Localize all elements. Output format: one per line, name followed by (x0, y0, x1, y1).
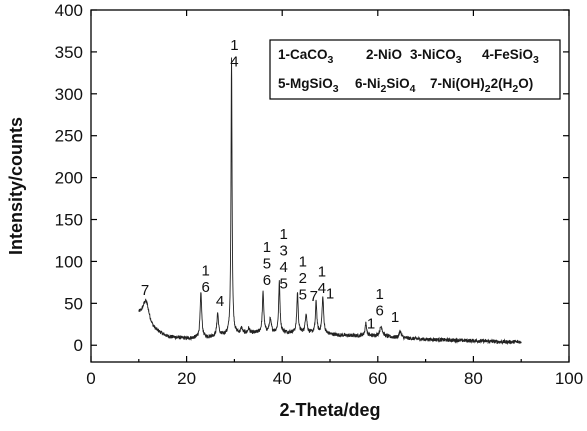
peak-label: 1 (326, 285, 334, 302)
peak-label: 1 (279, 226, 287, 243)
peak-label: 1 (367, 315, 375, 332)
x-tick-label: 40 (273, 369, 292, 388)
peak-annotation: 7 (141, 282, 149, 299)
x-tick-label: 0 (86, 369, 95, 388)
peak-label: 1 (202, 263, 210, 280)
y-axis-title: Intensity/counts (6, 117, 26, 255)
legend-entry: 2-NiO (366, 47, 402, 62)
peak-label: 4 (318, 280, 326, 297)
peak-label: 7 (141, 282, 149, 299)
peak-label: 4 (216, 293, 224, 310)
legend-entry: 6-Ni2SiO4 (355, 76, 416, 95)
y-tick-label: 300 (55, 85, 83, 104)
x-tick-label: 100 (555, 369, 583, 388)
peak-label: 3 (279, 242, 287, 259)
y-tick-label: 400 (55, 1, 83, 20)
legend-entry: 7-Ni(OH)22(H2O) (430, 76, 533, 95)
peak-label: 1 (391, 309, 399, 326)
diffraction-pattern (138, 57, 522, 346)
peak-label: 7 (310, 288, 318, 305)
peak-label: 4 (279, 259, 287, 276)
peak-annotation: 4 (216, 293, 224, 310)
peak-annotation: 1 (326, 285, 334, 302)
peak-annotation: 1 (391, 309, 399, 326)
y-tick-label: 50 (64, 294, 83, 313)
peak-label: 1 (263, 239, 271, 256)
y-tick-label: 250 (55, 127, 83, 146)
peak-label: 1 (230, 37, 238, 54)
peak-label: 2 (299, 270, 307, 287)
peak-label: 1 (376, 286, 384, 303)
y-tick-label: 350 (55, 43, 83, 62)
peak-label: 1 (318, 264, 326, 281)
peak-label: 5 (263, 256, 271, 273)
peak-annotation: 14 (230, 37, 238, 70)
peak-annotation: 156 (263, 239, 271, 289)
peak-label: 4 (230, 54, 238, 71)
peak-annotation: 16 (202, 263, 210, 297)
x-axis-title: 2-Theta/deg (279, 400, 380, 420)
phase-legend: 1-CaCO3 2-NiO 3-NiCO3 4-FeSiO3 5-MgSiO3 6-Ni2… (269, 39, 561, 100)
peak-annotation: 16 (376, 286, 384, 320)
peak-annotation: 1 (367, 315, 375, 332)
peak-label: 6 (376, 303, 384, 320)
x-tick-label: 60 (368, 369, 387, 388)
y-tick-label: 200 (55, 169, 83, 188)
peak-annotation: 125 (299, 253, 307, 303)
legend-entry: 4-FeSiO3 (482, 47, 539, 66)
x-tick-label: 20 (177, 369, 196, 388)
y-tick-label: 0 (74, 336, 83, 355)
plot-axes: 0 20 40 60 80 100 0 50 100 150 200 250 300 350 400 (55, 1, 584, 388)
peak-label: 5 (299, 286, 307, 303)
peak-annotation: 7 (310, 288, 318, 305)
legend-entry: 1-CaCO3 (278, 47, 334, 66)
legend-entry: 3-NiCO3 (410, 47, 462, 66)
y-tick-label: 100 (55, 252, 83, 271)
peak-annotation: 14 (318, 264, 326, 298)
peak-label: 6 (263, 272, 271, 289)
y-tick-label: 150 (55, 211, 83, 230)
legend-box (269, 39, 561, 100)
peak-label: 6 (202, 279, 210, 296)
legend-entry: 5-MgSiO3 (278, 76, 339, 95)
x-tick-label: 80 (464, 369, 483, 388)
peak-label: 5 (279, 275, 287, 292)
peak-label: 1 (299, 253, 307, 270)
xrd-trace (138, 57, 522, 346)
